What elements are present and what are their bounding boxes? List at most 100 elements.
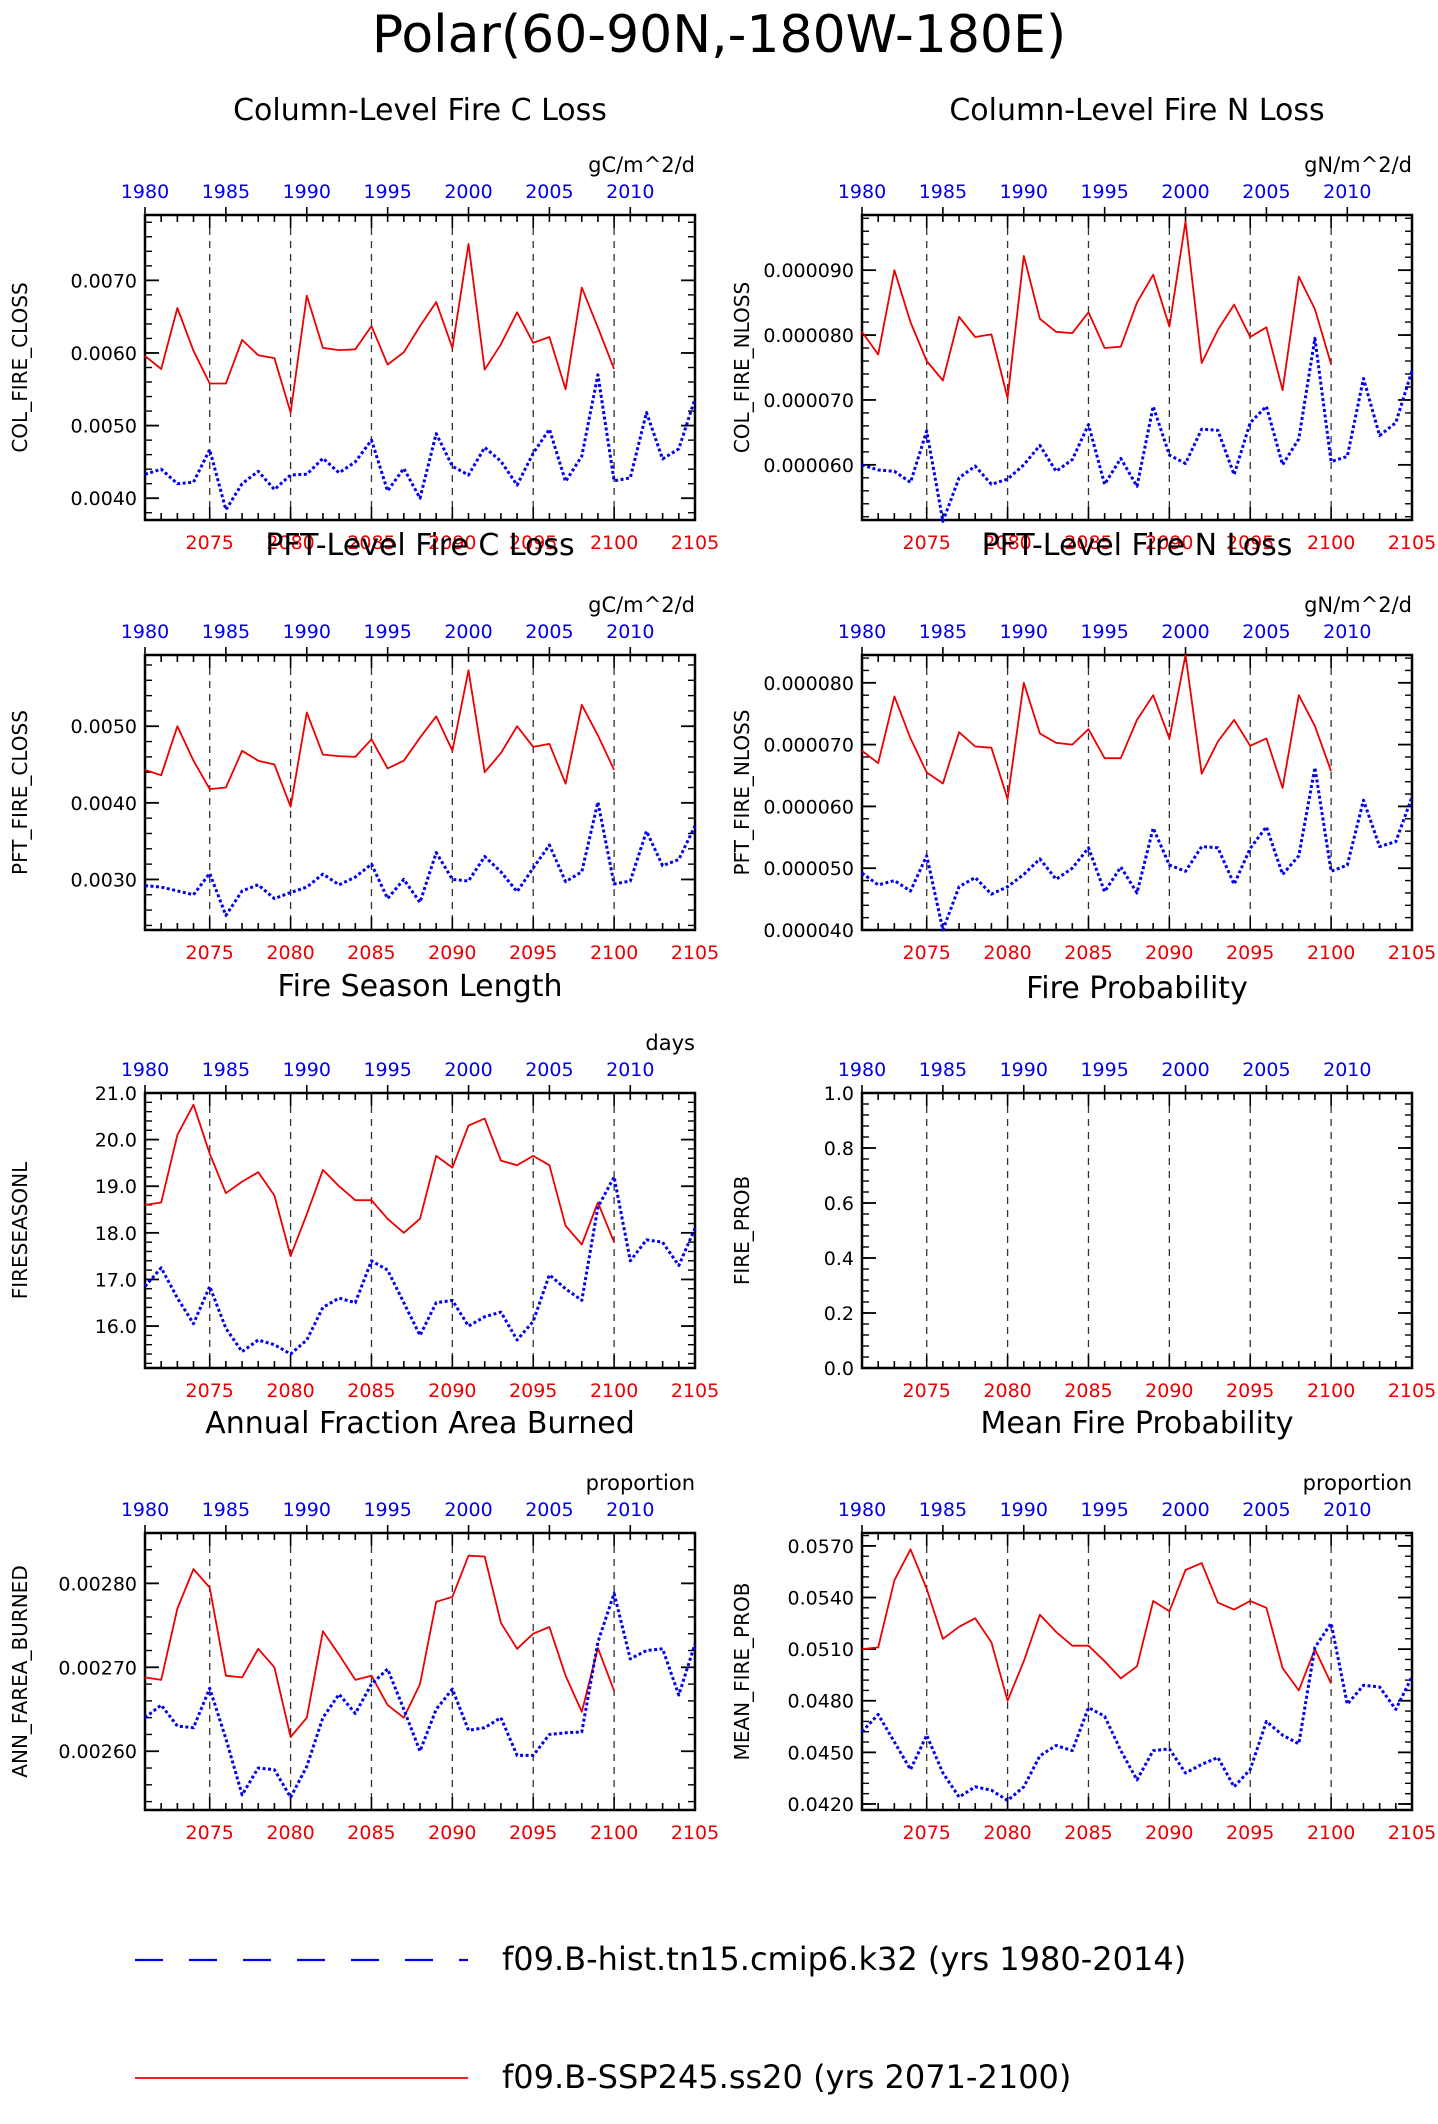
main-title: Polar(60-90N,-180W-180E) <box>372 5 1066 65</box>
plot-frame <box>143 1091 697 1370</box>
x-tick-label-bottom: 2105 <box>671 1380 719 1402</box>
chart-panel-6: 2075 2080 2085 2090 2095 2100 2105 1980 1985 1990… <box>730 971 1436 1402</box>
x-tick-label-bottom: 2080 <box>983 942 1031 964</box>
y-tick-label: 0.6 <box>824 1193 854 1215</box>
x-tick-label-bottom: 2105 <box>1388 1822 1436 1844</box>
x-tick-label-bottom: 2095 <box>1226 532 1274 554</box>
x-tick-label-bottom: 2100 <box>590 1822 638 1844</box>
series-line-hist <box>861 336 1414 523</box>
x-tick-label-top: 2005 <box>1242 621 1290 643</box>
y-tick-label: 0.0040 <box>71 488 137 510</box>
series-line-ssp <box>144 669 615 808</box>
y-axis-label: ANN_FAREA_BURNED <box>8 1565 32 1777</box>
x-tick-label-top: 2005 <box>525 181 573 203</box>
y-tick-label: 0.0510 <box>788 1639 854 1661</box>
x-tick-label-top: 2005 <box>525 1499 573 1521</box>
y-tick-label: 0.8 <box>824 1138 854 1160</box>
x-tick-label-top: 1980 <box>838 1499 886 1521</box>
x-tick-label-bottom: 2085 <box>347 532 395 554</box>
x-tick-label-bottom: 2085 <box>347 942 395 964</box>
x-tick-label-bottom: 2075 <box>186 1822 234 1844</box>
y-tick-label: 0.0450 <box>788 1742 854 1764</box>
x-tick-label-bottom: 2075 <box>903 1822 951 1844</box>
x-tick-label-top: 2010 <box>606 1059 654 1081</box>
x-tick-label-top: 2010 <box>1323 1499 1371 1521</box>
x-tick-label-bottom: 2080 <box>266 532 314 554</box>
units-label: proportion <box>586 1471 695 1495</box>
plot-frame <box>143 653 697 932</box>
x-tick-label-top: 2010 <box>606 621 654 643</box>
y-tick-label: 0.000060 <box>763 796 854 818</box>
x-tick-label-top: 1995 <box>1080 181 1128 203</box>
panel-title: Annual Fraction Area Burned <box>205 1406 635 1441</box>
y-tick-label: 0.000040 <box>763 920 854 942</box>
y-tick-label: 0.0070 <box>71 270 137 292</box>
y-tick-label: 17.0 <box>95 1269 137 1291</box>
x-tick-label-top: 1980 <box>121 1499 169 1521</box>
x-tick-label-bottom: 2095 <box>1226 1822 1274 1844</box>
y-tick-label: 16.0 <box>95 1316 137 1338</box>
series-line-ssp <box>144 1103 615 1257</box>
y-tick-label: 1.0 <box>824 1083 854 1105</box>
y-tick-label: 0.00280 <box>58 1573 137 1595</box>
y-tick-label: 0.000090 <box>763 260 854 282</box>
panel-title: PFT-Level Fire N Loss <box>982 528 1293 563</box>
y-tick-label: 0.0040 <box>71 793 137 815</box>
panel-title: Fire Season Length <box>278 969 563 1004</box>
x-tick-label-bottom: 2090 <box>1145 1380 1193 1402</box>
x-tick-label-top: 2005 <box>525 1059 573 1081</box>
plot-frame <box>143 213 697 522</box>
x-tick-label-top: 2000 <box>1161 621 1209 643</box>
series-line-ssp <box>861 654 1332 800</box>
x-tick-label-top: 2010 <box>1323 621 1371 643</box>
y-tick-label: 0.0060 <box>71 343 137 365</box>
y-tick-label: 0.0540 <box>788 1588 854 1610</box>
x-tick-label-bottom: 2090 <box>1145 532 1193 554</box>
x-tick-label-top: 1985 <box>202 1499 250 1521</box>
x-tick-label-bottom: 2100 <box>590 942 638 964</box>
x-tick-label-bottom: 2075 <box>186 942 234 964</box>
x-tick-label-bottom: 2100 <box>590 1380 638 1402</box>
series-line-ssp <box>144 243 615 414</box>
chart-panel-5: 2075 2080 2085 2090 2095 2100 2105 1980 1985 1990… <box>8 969 719 1402</box>
series-line-hist <box>861 766 1414 932</box>
units-label: gC/m^2/d <box>588 593 695 617</box>
x-tick-label-bottom: 2075 <box>186 1380 234 1402</box>
legend-label: f09.B-hist.tn15.cmip6.k32 (yrs 1980-2014… <box>502 1940 1186 1978</box>
x-tick-label-top: 1985 <box>202 1059 250 1081</box>
x-tick-label-top: 2000 <box>1161 1499 1209 1521</box>
x-tick-label-top: 1995 <box>1080 1059 1128 1081</box>
x-tick-label-bottom: 2100 <box>1307 1380 1355 1402</box>
x-tick-label-top: 2000 <box>444 1059 492 1081</box>
series-line-hist <box>144 373 697 512</box>
panels: 2075 2080 2085 2090 2095 2100 2105 1980 1985 1990… <box>8 93 1436 1844</box>
series-line-hist <box>144 800 697 917</box>
x-tick-label-bottom: 2105 <box>1388 1380 1436 1402</box>
x-tick-label-top: 2010 <box>606 181 654 203</box>
y-tick-label: 0.2 <box>824 1303 854 1325</box>
x-tick-label-top: 1995 <box>363 181 411 203</box>
y-tick-label: 0.0480 <box>788 1691 854 1713</box>
panel-title: Fire Probability <box>1026 971 1248 1006</box>
x-tick-label-top: 1980 <box>121 1059 169 1081</box>
x-tick-label-top: 1980 <box>838 1059 886 1081</box>
y-tick-label: 0.000080 <box>763 673 854 695</box>
x-tick-label-bottom: 2080 <box>983 532 1031 554</box>
y-tick-label: 0.000070 <box>763 390 854 412</box>
x-tick-label-top: 2000 <box>444 621 492 643</box>
y-tick-label: 0.0570 <box>788 1536 854 1558</box>
x-tick-label-top: 1995 <box>363 621 411 643</box>
x-tick-label-top: 1985 <box>919 621 967 643</box>
plot-frame <box>860 213 1414 522</box>
y-tick-label: 0.000050 <box>763 858 854 880</box>
x-tick-label-bottom: 2090 <box>428 1380 476 1402</box>
legend-label: f09.B-SSP245.ss20 (yrs 2071-2100) <box>502 2058 1071 2096</box>
x-tick-label-top: 2010 <box>606 1499 654 1521</box>
series-line-hist <box>143 1175 697 1356</box>
x-tick-label-top: 1995 <box>1080 621 1128 643</box>
units-label: proportion <box>1303 1471 1412 1495</box>
series-line-ssp <box>861 220 1332 399</box>
x-tick-label-bottom: 2080 <box>983 1822 1031 1844</box>
x-tick-label-bottom: 2105 <box>1388 532 1436 554</box>
